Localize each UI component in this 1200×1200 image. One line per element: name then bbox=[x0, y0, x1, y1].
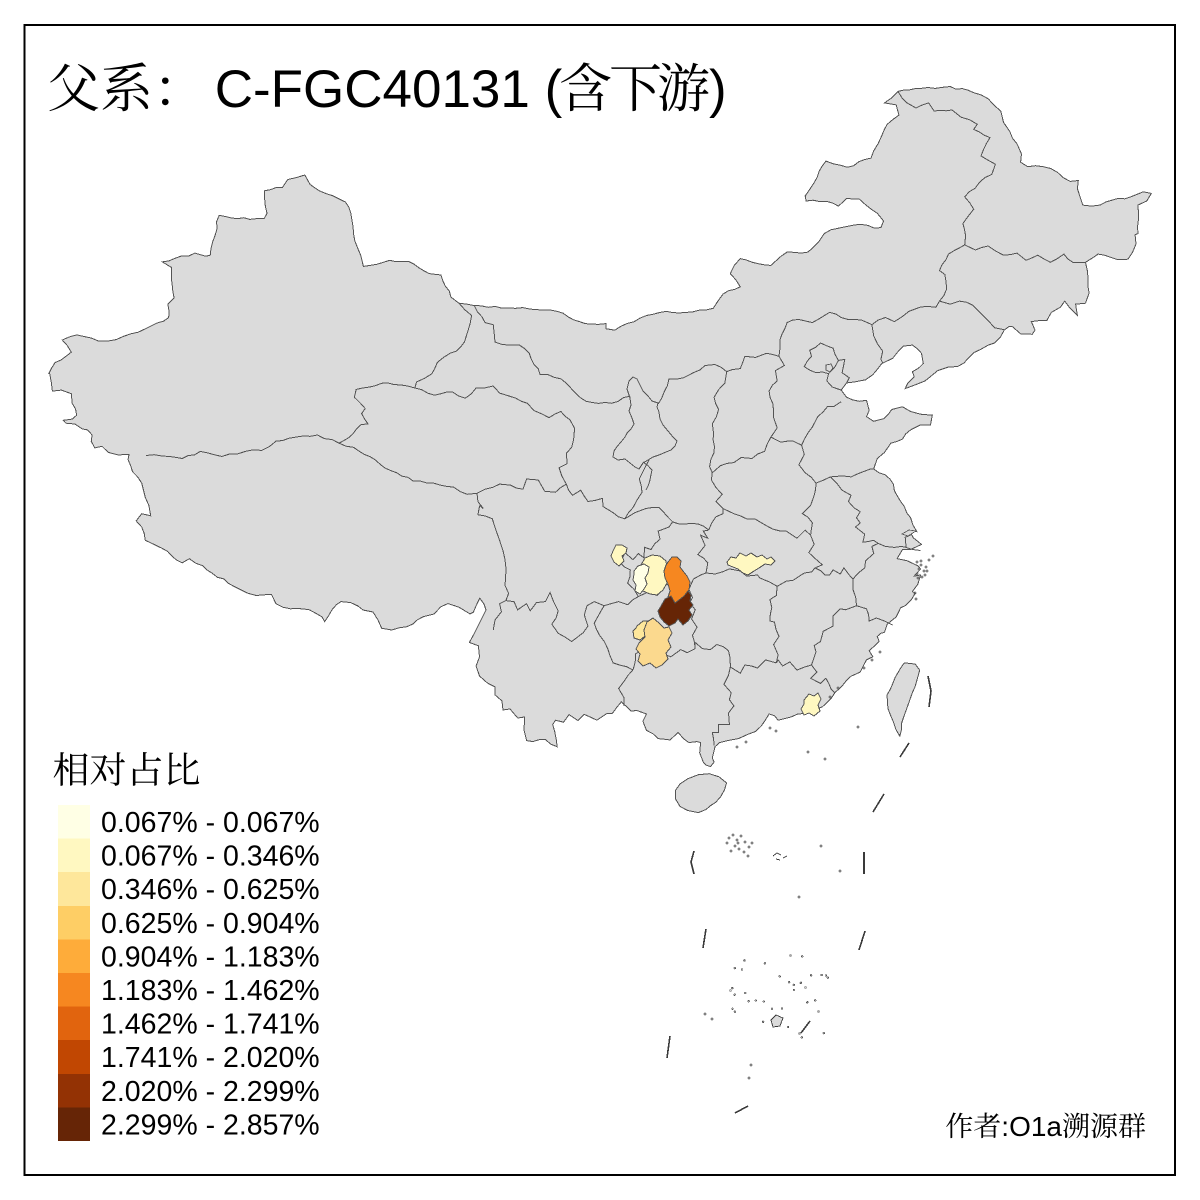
svg-text:): ) bbox=[709, 60, 727, 119]
svg-text:0.904% - 1.183%: 0.904% - 1.183% bbox=[101, 941, 320, 973]
svg-text:2.299% - 2.857%: 2.299% - 2.857% bbox=[101, 1109, 320, 1141]
svg-text:0.625% - 0.904%: 0.625% - 0.904% bbox=[101, 908, 320, 940]
svg-text:1.741% - 2.020%: 1.741% - 2.020% bbox=[101, 1042, 320, 1074]
svg-text:1.183% - 1.462%: 1.183% - 1.462% bbox=[101, 975, 320, 1007]
svg-text::O1a: :O1a bbox=[1001, 1111, 1062, 1142]
svg-text:0.067% - 0.067%: 0.067% - 0.067% bbox=[101, 807, 320, 839]
svg-text:2.020% - 2.299%: 2.020% - 2.299% bbox=[101, 1076, 320, 1108]
svg-text:0.346% - 0.625%: 0.346% - 0.625% bbox=[101, 874, 320, 906]
svg-text:1.462% - 1.741%: 1.462% - 1.741% bbox=[101, 1009, 320, 1041]
svg-text:C-FGC40131 (: C-FGC40131 ( bbox=[215, 60, 563, 119]
svg-text:0.067% - 0.346%: 0.067% - 0.346% bbox=[101, 841, 320, 873]
